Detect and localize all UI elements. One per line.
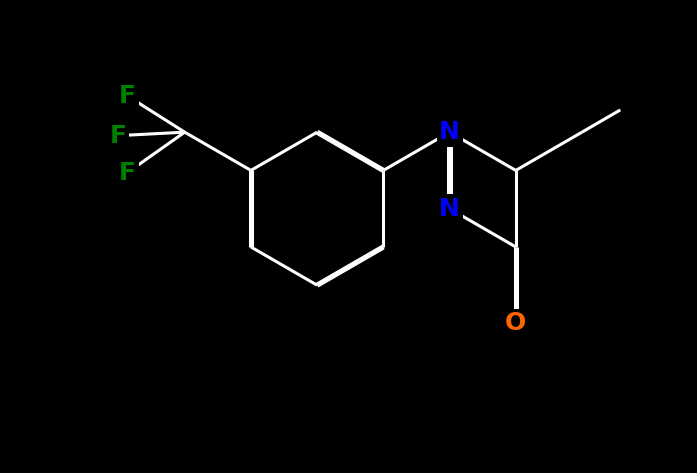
Text: O: O <box>505 311 526 335</box>
Text: N: N <box>439 120 460 144</box>
Text: F: F <box>110 123 127 148</box>
Text: F: F <box>119 84 136 108</box>
Text: N: N <box>439 197 460 221</box>
Text: F: F <box>119 160 136 184</box>
